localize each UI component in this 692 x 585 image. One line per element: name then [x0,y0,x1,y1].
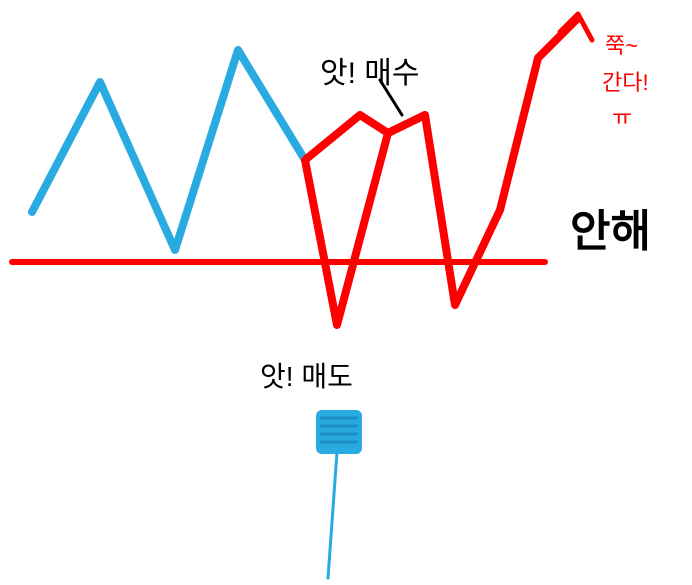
chart-canvas [0,0,692,585]
red-mid-peak [360,115,425,133]
red-dip-1 [305,133,388,325]
blue-series [32,50,305,250]
buy-pointer [380,80,402,115]
red-link [305,115,360,160]
blue-tail [328,452,337,578]
